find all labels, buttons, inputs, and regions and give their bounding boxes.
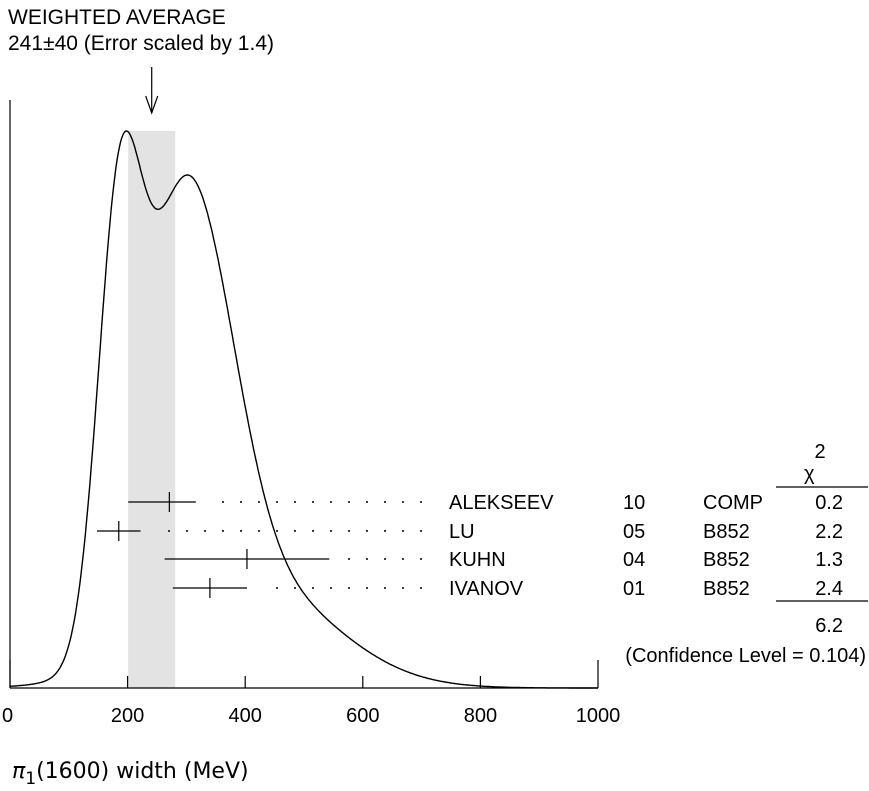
measurement-chi2: 0.2 <box>815 492 843 514</box>
leader-dot <box>240 530 242 532</box>
chart-title: WEIGHTED AVERAGE <box>8 6 226 29</box>
measurement-author: IVANOV <box>449 578 524 600</box>
leader-dot <box>294 530 296 532</box>
leader-dot <box>276 587 278 589</box>
leader-dot <box>312 530 314 532</box>
leader-dot <box>312 501 314 503</box>
leader-dot <box>402 501 404 503</box>
leader-dot <box>222 530 224 532</box>
x-tick-label: 0 <box>2 705 13 727</box>
weighted-average-band <box>128 131 176 688</box>
measurement-chi2: 2.2 <box>815 521 843 543</box>
leader-dot <box>222 501 224 503</box>
leader-dot <box>348 558 350 560</box>
leader-dot <box>240 501 242 503</box>
leader-dot <box>366 587 368 589</box>
leader-dot <box>420 587 422 589</box>
x-axis-label-text: (1600) width (MeV) <box>36 759 249 784</box>
leader-dot <box>330 501 332 503</box>
leader-dot <box>258 530 260 532</box>
confidence-level: (Confidence Level = 0.104) <box>625 645 866 667</box>
measurement-chi2: 1.3 <box>815 549 843 571</box>
measurement-year: 01 <box>623 578 645 600</box>
measurement-technique: B852 <box>703 578 750 600</box>
leader-dot <box>294 587 296 589</box>
leader-dot <box>330 587 332 589</box>
leader-dot <box>366 501 368 503</box>
leader-dot <box>384 587 386 589</box>
x-tick-label: 200 <box>111 705 144 727</box>
leader-dot <box>366 558 368 560</box>
measurement-year: 10 <box>623 492 645 514</box>
chi2-total: 6.2 <box>815 615 843 637</box>
leader-dot <box>348 530 350 532</box>
measurement-author: LU <box>449 521 475 543</box>
leader-dot <box>384 501 386 503</box>
leader-dot <box>186 530 188 532</box>
leader-dot <box>420 501 422 503</box>
leader-dot <box>402 587 404 589</box>
leader-dot <box>312 587 314 589</box>
chart-subtitle: 241±40 (Error scaled by 1.4) <box>8 32 274 55</box>
ideogram-curve <box>9 130 598 689</box>
measurement-technique: B852 <box>703 549 750 571</box>
measurement-chi2: 2.4 <box>815 578 843 600</box>
x-tick-label: 1000 <box>576 705 621 727</box>
leader-dot <box>294 501 296 503</box>
x-tick-label: 600 <box>346 705 379 727</box>
leader-dot <box>348 587 350 589</box>
leader-dot <box>420 530 422 532</box>
measurement-year: 04 <box>623 549 645 571</box>
leader-dot <box>204 530 206 532</box>
leader-dot <box>402 558 404 560</box>
x-tick-label: 800 <box>464 705 497 727</box>
chi2-header: χ2 <box>804 441 826 485</box>
leader-dot <box>258 501 260 503</box>
leader-dot <box>384 558 386 560</box>
leader-dot <box>348 501 350 503</box>
leader-dot <box>420 558 422 560</box>
measurement-author: KUHN <box>449 549 506 571</box>
measurement-technique: COMP <box>703 492 763 514</box>
leader-dot <box>366 530 368 532</box>
leader-dot <box>168 530 170 532</box>
chi2-symbol: χ <box>804 463 815 485</box>
leader-dot <box>402 530 404 532</box>
x-axis-label-subscript: 1 <box>25 769 36 789</box>
measurement-year: 05 <box>623 521 645 543</box>
leader-dot <box>276 501 278 503</box>
measurement-technique: B852 <box>703 521 750 543</box>
leader-dot <box>330 530 332 532</box>
x-axis-label-symbol: π <box>12 759 26 784</box>
leader-dot <box>276 530 278 532</box>
weighted-average-arrowhead <box>145 95 159 115</box>
leader-dot <box>384 530 386 532</box>
x-axis-label: π1(1600) width (MeV) <box>12 759 249 789</box>
chi2-exponent: 2 <box>815 441 826 463</box>
measurement-author: ALEKSEEV <box>449 492 554 514</box>
x-tick-label: 400 <box>229 705 262 727</box>
